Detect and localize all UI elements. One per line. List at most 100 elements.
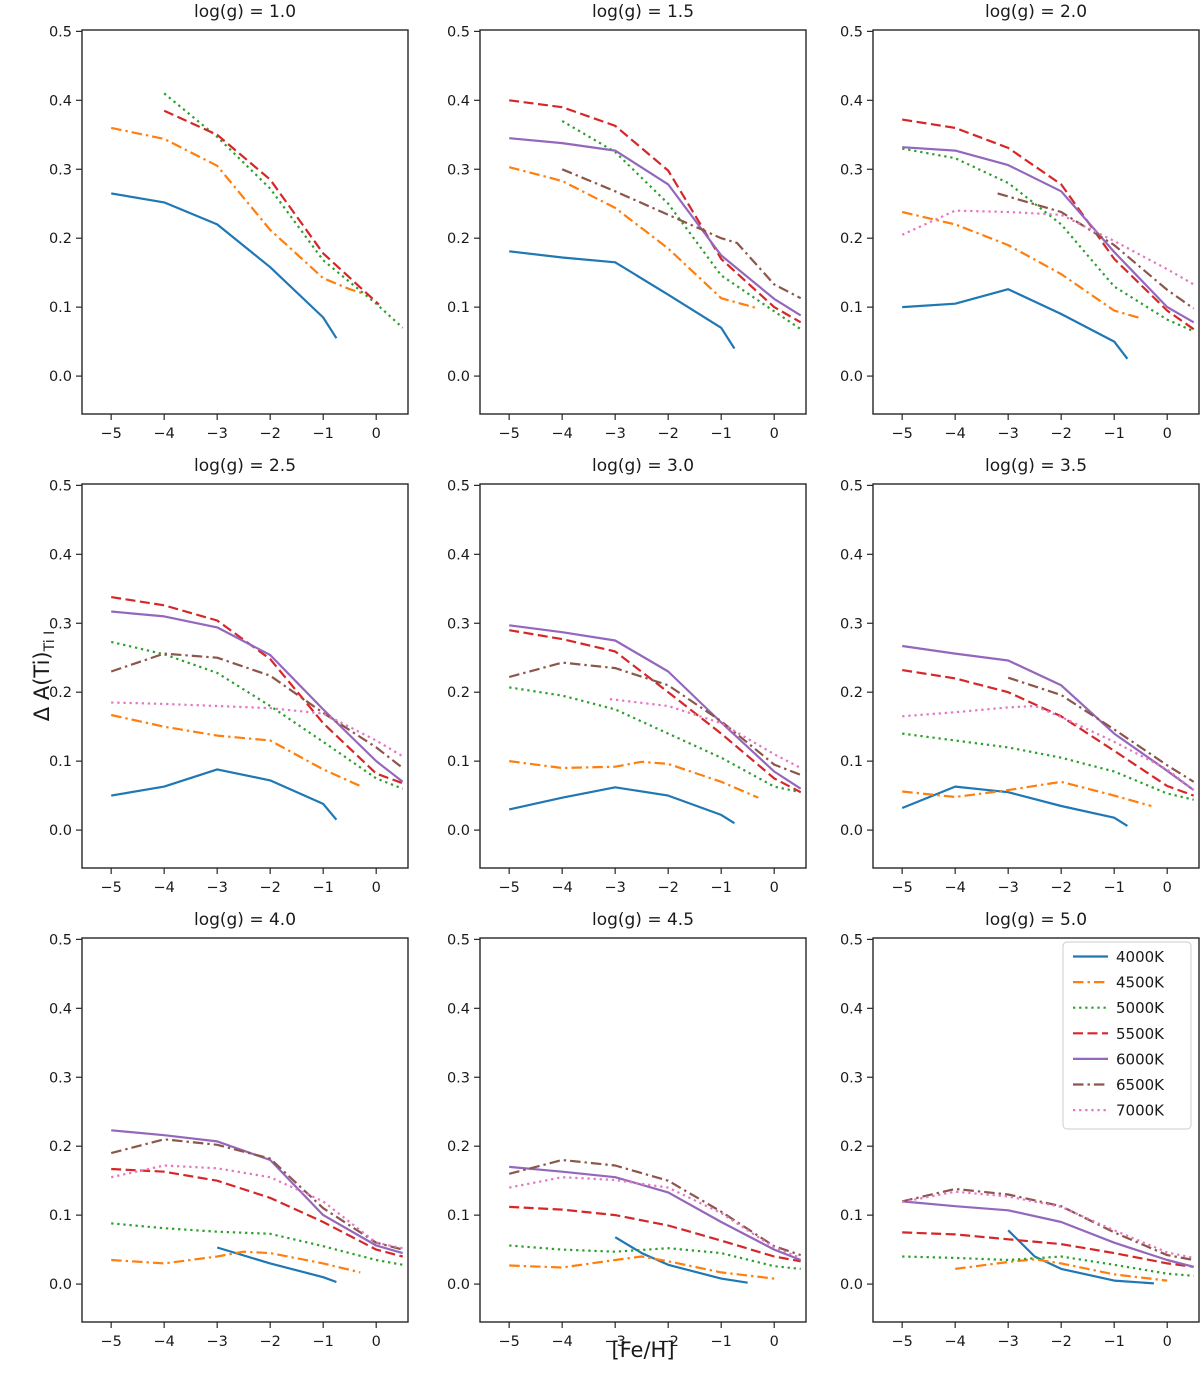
series-line-7000K: [508, 1176, 802, 1259]
axes-frame: [872, 483, 1200, 869]
y-tick-label: 0.1: [447, 1208, 470, 1224]
x-tick-label: 0: [770, 1334, 779, 1350]
axes-frame: [81, 29, 409, 415]
x-axis-label: [Fe/H]: [611, 1338, 675, 1362]
x-tick-label: −1: [710, 1334, 731, 1350]
subplot-logg-1-0: log(g) = 1.0 −5 −4 −3 −2 −1 0 0.0 0.1 0.2 0.3 0.4 0…: [20, 2, 422, 460]
y-tick-label: 0.2: [840, 231, 863, 247]
x-tick-label: 0: [372, 426, 381, 442]
y-tick-label: 0.0: [840, 823, 863, 839]
y-tick-label: 0.0: [840, 1277, 863, 1293]
series-line-4500K: [508, 166, 759, 310]
y-tick-label: 0.5: [49, 24, 72, 40]
x-tick-label: 0: [372, 880, 381, 896]
series-line-5000K: [111, 1222, 403, 1266]
y-tick-label: 0.4: [447, 1001, 470, 1017]
series-line-6000K: [509, 1165, 802, 1262]
y-axis-label-subscript: Ti I: [42, 630, 59, 652]
y-tick-label: 0.3: [447, 162, 470, 178]
y-tick-label: 0.5: [840, 478, 863, 494]
y-tick-label: 0.0: [447, 1277, 470, 1293]
y-tick-label: 0.5: [49, 478, 72, 494]
series-line-4500K: [111, 1250, 361, 1274]
y-axis-label: Δ A(Ti)Ti I: [27, 526, 59, 826]
series-line-4000K: [111, 768, 338, 821]
axes-frame: [81, 937, 409, 1323]
y-tick-label: 0.0: [49, 823, 72, 839]
x-tick-label: −1: [1103, 880, 1124, 896]
series-line-5000K: [902, 1255, 1194, 1277]
y-tick-label: 0.3: [840, 162, 863, 178]
y-tick-label: 0.4: [447, 547, 470, 563]
y-tick-label: 0.0: [49, 1277, 72, 1293]
x-tick-label: −4: [551, 880, 572, 896]
y-tick-label: 0.2: [840, 1139, 863, 1155]
x-tick-label: −5: [100, 1334, 121, 1350]
y-tick-label: 0.0: [447, 369, 470, 385]
x-tick-label: −1: [710, 426, 731, 442]
series-line-5500K: [509, 1205, 801, 1263]
x-tick-label: 0: [372, 1334, 381, 1350]
series-line-6000K: [111, 1129, 404, 1255]
legend-label-5000K: 5000K: [1116, 999, 1165, 1017]
subplot-logg-2-5: log(g) = 2.5 −5 −4 −3 −2 −1 0 0.0 0.1 0.2 0.3 0.4 0…: [20, 456, 422, 914]
y-tick-label: 0.3: [840, 616, 863, 632]
y-tick-label: 0.2: [447, 685, 470, 701]
x-tick-label: −5: [100, 426, 121, 442]
x-tick-label: −1: [1103, 426, 1124, 442]
x-tick-label: −3: [604, 1334, 625, 1350]
y-tick-label: 0.3: [447, 1070, 470, 1086]
x-tick-label: −2: [657, 1334, 678, 1350]
series-line-4000K: [901, 785, 1128, 827]
x-tick-label: −1: [1103, 1334, 1124, 1350]
subplot-title: log(g) = 4.0: [193, 910, 297, 930]
series-line-7000K: [609, 698, 802, 769]
y-tick-label: 0.5: [447, 478, 470, 494]
series-line-5000K: [561, 120, 802, 331]
x-tick-label: −4: [551, 426, 572, 442]
series-line-5000K: [110, 640, 404, 790]
x-tick-label: −2: [259, 1334, 280, 1350]
series-line-5500K: [509, 99, 802, 324]
y-tick-label: 0.0: [447, 823, 470, 839]
plot-area-logg-2-5: −5 −4 −3 −2 −1 0 0.0 0.1 0.2 0.3 0.4 0.5: [49, 478, 409, 896]
series-line-4500K: [955, 1258, 1168, 1282]
x-tick-label: 0: [770, 426, 779, 442]
y-tick-label: 0.1: [49, 1208, 72, 1224]
x-tick-label: −2: [259, 426, 280, 442]
x-tick-label: −1: [312, 880, 333, 896]
x-tick-label: −1: [312, 1334, 333, 1350]
series-line-6000K: [902, 146, 1195, 324]
x-tick-label: −5: [891, 1334, 912, 1350]
axes-frame: [479, 937, 807, 1323]
y-tick-label: 0.3: [840, 1070, 863, 1086]
x-tick-label: −3: [997, 426, 1018, 442]
y-tick-label: 0.2: [49, 1139, 72, 1155]
x-tick-label: −3: [604, 426, 625, 442]
legend-label-4500K: 4500K: [1116, 974, 1165, 992]
series-line-6500K: [110, 1138, 403, 1251]
x-tick-label: 0: [1163, 880, 1172, 896]
y-tick-label: 0.2: [447, 231, 470, 247]
y-tick-label: 0.4: [840, 547, 863, 563]
series-line-5500K: [163, 109, 380, 306]
x-tick-label: −2: [657, 880, 678, 896]
y-tick-label: 0.4: [840, 1001, 863, 1017]
axes-frame: [872, 29, 1200, 415]
x-tick-label: −4: [944, 426, 965, 442]
x-tick-label: −4: [944, 1334, 965, 1350]
x-tick-label: −3: [206, 426, 227, 442]
subplot-logg-3-5: log(g) = 3.5 −5 −4 −3 −2 −1 0 0.0 0.1 0.2 0.3 0.4 0…: [811, 456, 1200, 914]
series-line-5500K: [111, 596, 404, 785]
subplot-title: log(g) = 1.0: [193, 2, 297, 22]
subplot-title: log(g) = 2.0: [984, 2, 1088, 22]
series-line-4500K: [902, 780, 1152, 808]
y-tick-label: 0.0: [840, 369, 863, 385]
y-tick-label: 0.2: [49, 685, 72, 701]
plot-area-logg-1-0: −5 −4 −3 −2 −1 0 0.0 0.1 0.2 0.3 0.4 0.5: [49, 24, 409, 442]
x-tick-label: −2: [657, 426, 678, 442]
x-tick-label: −5: [498, 1334, 519, 1350]
x-tick-label: 0: [770, 880, 779, 896]
series-line-5500K: [111, 1167, 403, 1258]
